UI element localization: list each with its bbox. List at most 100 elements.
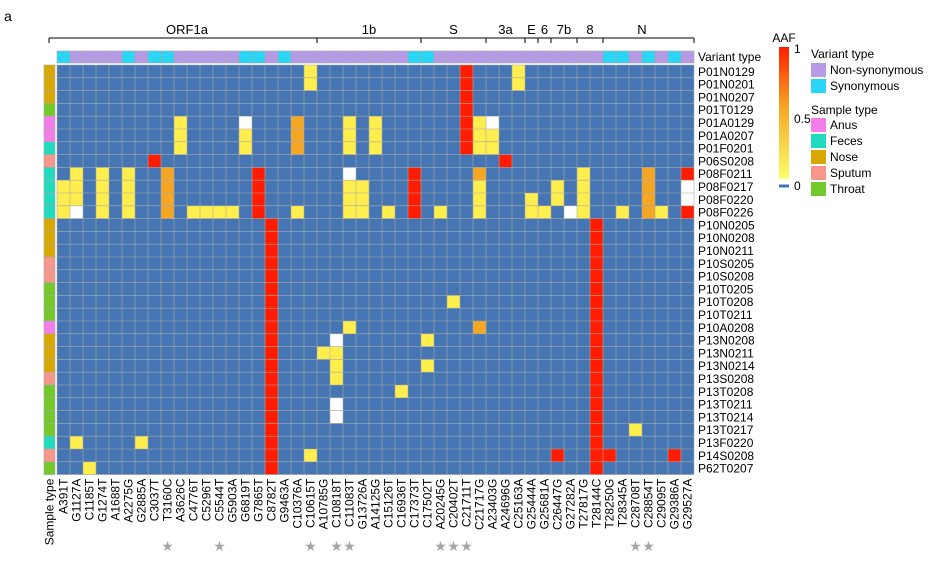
column-label: T28345A bbox=[616, 479, 630, 528]
heatmap-cell bbox=[460, 116, 473, 129]
heatmap-cell bbox=[473, 205, 486, 219]
heatmap-cell bbox=[512, 65, 525, 78]
variant-type-cell bbox=[238, 50, 253, 64]
heatmap-cell bbox=[590, 308, 603, 321]
heatmap-cell bbox=[265, 257, 278, 270]
heatmap-cell bbox=[252, 193, 265, 206]
heatmap-cell bbox=[330, 333, 343, 347]
heatmap-cell bbox=[356, 193, 369, 206]
heatmap-cell bbox=[213, 205, 226, 219]
heatmap-cell bbox=[434, 205, 447, 219]
heatmap-cell bbox=[265, 385, 278, 398]
column-label: A391T bbox=[57, 478, 71, 514]
variant-type-cell bbox=[108, 50, 123, 64]
variant-type-cell bbox=[537, 50, 552, 64]
sample-type-cell bbox=[43, 333, 56, 347]
heatmap-cell bbox=[473, 116, 486, 129]
heatmap-cell bbox=[70, 436, 83, 449]
variant-type-cell bbox=[381, 50, 396, 64]
heatmap-cell bbox=[161, 205, 174, 219]
row-label: P01F0201 bbox=[698, 142, 754, 156]
variant-type-cell bbox=[121, 50, 136, 64]
sample-type-cell bbox=[43, 64, 56, 79]
row-label: P01N0129 bbox=[698, 65, 755, 79]
variant-type-cell bbox=[147, 50, 162, 64]
gene-group-label: 7b bbox=[557, 22, 571, 37]
gene-group-label: 6 bbox=[541, 22, 548, 37]
heatmap-cell bbox=[57, 193, 70, 206]
variant-type-cell bbox=[316, 50, 331, 64]
sample-type-cell bbox=[43, 397, 56, 411]
significance-star: ★ bbox=[447, 539, 460, 555]
heatmap-cell bbox=[265, 449, 278, 462]
row-label: P10N0205 bbox=[698, 218, 755, 232]
column-label: A2275G bbox=[122, 479, 136, 523]
row-label: P08F0220 bbox=[698, 193, 754, 207]
column-label: G6819T bbox=[239, 478, 253, 522]
row-label: P10T0211 bbox=[698, 308, 753, 322]
sample-type-cell bbox=[43, 410, 56, 424]
heatmap-cell bbox=[70, 167, 83, 181]
heatmap-cell bbox=[590, 449, 603, 462]
row-label: P10N0208 bbox=[698, 231, 755, 245]
heatmap-cell bbox=[200, 205, 213, 219]
heatmap-cell bbox=[460, 129, 473, 142]
heatmap-cell bbox=[408, 180, 421, 193]
heatmap-cell bbox=[343, 321, 356, 334]
heatmap-cell bbox=[239, 141, 252, 155]
heatmap-cell bbox=[603, 449, 616, 462]
heatmap-cell bbox=[577, 167, 590, 181]
heatmap-cell bbox=[174, 141, 187, 155]
sample-type-cell bbox=[43, 103, 56, 117]
heatmap-cell bbox=[642, 167, 655, 181]
variant-type-cell bbox=[511, 50, 526, 64]
column-label: T28144C bbox=[590, 478, 604, 528]
heatmap-cell bbox=[265, 346, 278, 360]
heatmap-cell bbox=[369, 129, 382, 142]
variant-type-cell bbox=[394, 50, 409, 64]
significance-star: ★ bbox=[343, 539, 356, 555]
variant-type-cell bbox=[446, 50, 461, 64]
heatmap-cell bbox=[239, 116, 252, 129]
sample-type-cell bbox=[43, 448, 56, 463]
heatmap-cell bbox=[681, 180, 694, 193]
heatmap-cell bbox=[590, 257, 603, 270]
variant-type-legend-title: Variant type bbox=[811, 47, 874, 61]
heatmap-cell bbox=[499, 154, 512, 168]
row-label: P13N0208 bbox=[698, 334, 755, 348]
heatmap-cell bbox=[629, 423, 642, 437]
heatmap-cell bbox=[161, 193, 174, 206]
sample-type-cell bbox=[43, 218, 56, 232]
row-label: P13F0220 bbox=[698, 436, 754, 450]
row-label: P01A0129 bbox=[698, 116, 754, 130]
variant-type-cell bbox=[69, 50, 84, 64]
column-label: C5296T bbox=[200, 478, 214, 521]
row-label: P01N0201 bbox=[698, 78, 755, 92]
column-label: C15126T bbox=[382, 478, 396, 528]
heatmap-cell bbox=[122, 193, 135, 206]
heatmap-cell bbox=[265, 423, 278, 437]
variant-type-cell bbox=[277, 50, 292, 64]
variant-type-cell bbox=[615, 50, 630, 64]
heatmap-cell bbox=[408, 167, 421, 181]
variant-type-cell bbox=[56, 50, 71, 64]
column-label: C29095T bbox=[655, 478, 669, 528]
heatmap-cell bbox=[226, 205, 239, 219]
heatmap-cell bbox=[330, 372, 343, 385]
heatmap-cell bbox=[304, 77, 317, 91]
heatmap-cell bbox=[161, 167, 174, 181]
legend-swatch bbox=[811, 150, 826, 164]
heatmap-cell bbox=[590, 269, 603, 283]
heatmap-cell bbox=[122, 205, 135, 219]
heatmap-cell bbox=[83, 461, 96, 475]
heatmap-cell bbox=[616, 205, 629, 219]
heatmap-cell bbox=[265, 282, 278, 296]
column-label: C21717G bbox=[473, 479, 487, 530]
column-label: G27282A bbox=[564, 479, 578, 530]
variant-type-cell bbox=[160, 50, 175, 64]
variant-type-cell bbox=[433, 50, 448, 64]
heatmap-cell bbox=[265, 269, 278, 283]
sample-type-cell bbox=[43, 167, 56, 181]
sample-type-cell bbox=[43, 115, 56, 130]
